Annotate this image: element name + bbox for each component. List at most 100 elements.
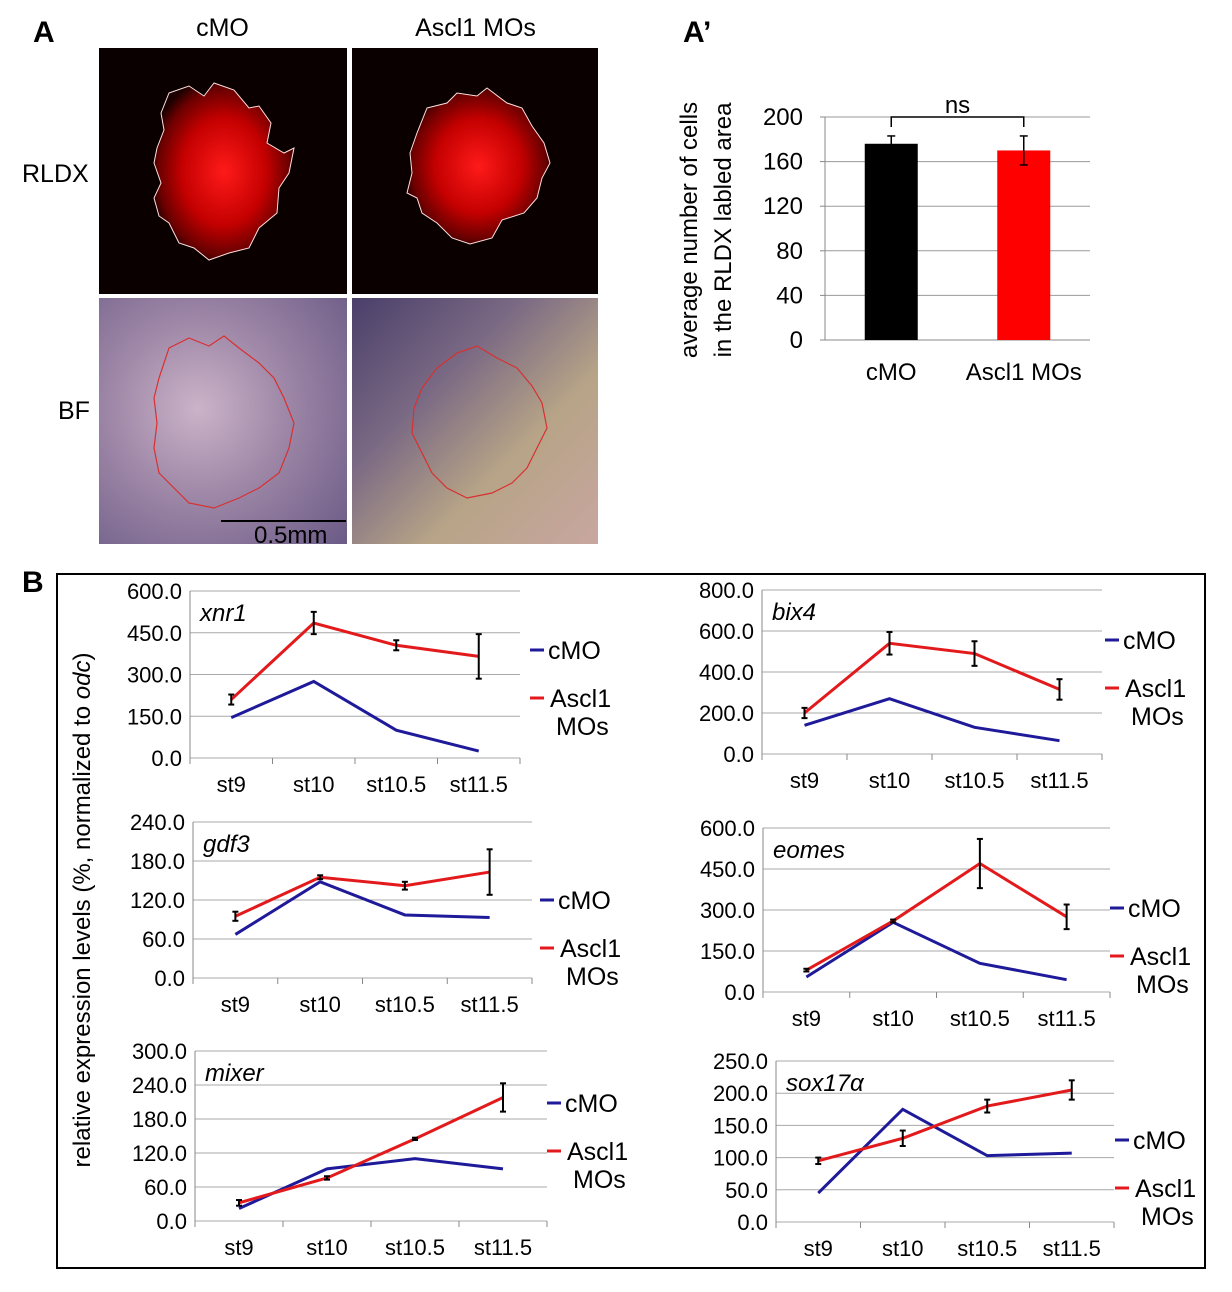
row-label-rldx: RLDX [22, 160, 89, 188]
xtick-label: st9 [790, 768, 819, 793]
ytick-label: 200.0 [713, 1081, 768, 1106]
bar-ascl1-mos [997, 150, 1051, 340]
scale-bar [221, 520, 346, 522]
xtick-label: st11.5 [460, 992, 518, 1017]
ytick-label: 0.0 [156, 1209, 187, 1234]
bar-chart-ytick-label: 0 [790, 327, 803, 354]
xtick-label: st10 [306, 1235, 348, 1260]
series-line-cmo [230, 679, 480, 753]
legend-label-mos: MOs [1136, 971, 1189, 999]
series-line-cmo [804, 697, 1060, 743]
ytick-label: 800.0 [699, 578, 754, 603]
gene-label: bix4 [772, 599, 816, 626]
legend-label-cmo: cMO [548, 637, 601, 665]
series-line-cmo [238, 1157, 504, 1210]
legend-label-ascl1: Ascl1 [1125, 675, 1186, 703]
ytick-label: 0.0 [724, 980, 755, 1005]
bar-chart-ytick-label: 160 [763, 149, 803, 176]
xtick-label: st9 [792, 1006, 821, 1031]
xtick-label: st11.5 [1037, 1006, 1095, 1031]
series-line-ascl1-mos [238, 1096, 504, 1205]
scale-bar-label: 0.5mm [254, 522, 328, 544]
legend-label-mos: MOs [1131, 703, 1184, 731]
legend-label-cmo: cMO [1123, 627, 1176, 655]
panel-b-y-axis-label-text: relative expression levels (%, normalize… [69, 653, 96, 1168]
xtick-label: st10.5 [945, 768, 1005, 793]
gene-label: mixer [205, 1060, 265, 1087]
xtick-label: st10.5 [366, 772, 426, 797]
panel-b-y-axis-label: relative expression levels (%, normalize… [69, 653, 96, 1168]
series-line-ascl1-mos [805, 861, 1068, 972]
legend-label-mos: MOs [1141, 1203, 1194, 1231]
xtick-label: st10.5 [375, 992, 435, 1017]
line-chart-eomes: 0.0 150.0 300.0 450.0 600.0 st9 st10 st10.5 st11… [700, 816, 1191, 1031]
legend-label-cmo: cMO [558, 887, 611, 915]
series-line-cmo [805, 920, 1067, 982]
legend-label-cmo: cMO [1128, 895, 1181, 923]
bar-chart-ytick-label: 40 [776, 282, 803, 309]
significance-bracket [890, 116, 1025, 127]
legend-label-mos: MOs [573, 1166, 626, 1194]
micrograph-rldx-ascl1 [352, 48, 598, 294]
ytick-label: 120.0 [132, 1141, 187, 1166]
series-line-ascl1-mos [817, 1088, 1073, 1163]
series-line-ascl1-mos [230, 621, 479, 701]
col-title-ascl1: Ascl1 MOs [415, 14, 536, 42]
ytick-label: 450.0 [127, 621, 182, 646]
bar-chart-ylabel-line: in the RLDX labled area [710, 102, 737, 357]
ytick-label: 300.0 [127, 663, 182, 688]
ytick-label: 120.0 [130, 888, 185, 913]
panel-label-a: A [33, 16, 55, 49]
line-chart-xnr1: 0.0 150.0 300.0 450.0 600.0 st9 st10 st10.5 st11… [127, 579, 611, 797]
ytick-label: 150.0 [713, 1113, 768, 1138]
legend-label-cmo: cMO [1133, 1127, 1186, 1155]
ytick-label: 300.0 [700, 898, 755, 923]
bar-chart-cell-count: average number of cells in the RLDX lable… [676, 92, 1090, 386]
ytick-label: 200.0 [699, 701, 754, 726]
xtick-label: st11.5 [1043, 1236, 1101, 1261]
xtick-label: st10 [882, 1236, 924, 1261]
ytick-label: 60.0 [142, 927, 185, 952]
line-chart-sox17a: 0.0 50.0 100.0 150.0 200.0 250.0 st9 st10 st10.5… [713, 1049, 1196, 1261]
gene-label: eomes [773, 837, 845, 864]
gene-label: gdf3 [203, 831, 250, 858]
legend-label-mos: MOs [566, 963, 619, 991]
row-label-bf: BF [58, 397, 90, 425]
series-line-ascl1-mos [803, 641, 1061, 715]
bar-chart-category-label: cMO [866, 359, 917, 386]
micrograph-bf-ascl1 [352, 298, 598, 544]
gene-label: xnr1 [199, 600, 247, 627]
legend-label-mos: MOs [556, 713, 609, 741]
series-line-ascl1-mos [234, 870, 490, 918]
xtick-label: st10.5 [950, 1006, 1010, 1031]
xtick-label: st9 [224, 1235, 253, 1260]
xtick-label: st10 [299, 992, 341, 1017]
xtick-label: st10 [293, 772, 335, 797]
col-title-cmo: cMO [196, 14, 249, 42]
line-chart-mixer: 0.0 60.0 120.0 180.0 240.0 300.0 st9 st10 st10.5… [132, 1039, 628, 1260]
series-line-cmo [234, 880, 490, 936]
ytick-label: 150.0 [127, 704, 182, 729]
bar-chart-ylabel-line: average number of cells [676, 102, 703, 358]
ytick-label: 250.0 [713, 1049, 768, 1074]
xtick-label: st10 [872, 1006, 914, 1031]
ytick-label: 600.0 [700, 816, 755, 841]
significance-label: ns [945, 92, 970, 119]
xtick-label: st10.5 [957, 1236, 1017, 1261]
bar-chart-ytick-label: 80 [776, 238, 803, 265]
ytick-label: 450.0 [700, 857, 755, 882]
xtick-label: st11.5 [450, 772, 508, 797]
xtick-label: st9 [804, 1236, 833, 1261]
xtick-label: st11.5 [474, 1235, 532, 1260]
legend-label-ascl1: Ascl1 [1135, 1175, 1196, 1203]
ytick-label: 0.0 [723, 742, 754, 767]
bar-chart-ytick-label: 200 [763, 104, 803, 131]
ytick-label: 180.0 [132, 1107, 187, 1132]
legend-label-ascl1: Ascl1 [1130, 943, 1191, 971]
xtick-label: st9 [221, 992, 250, 1017]
ytick-label: 600.0 [699, 619, 754, 644]
ytick-label: 50.0 [725, 1178, 768, 1203]
panel-label-a-prime: A’ [683, 16, 712, 49]
ytick-label: 240.0 [132, 1073, 187, 1098]
ytick-label: 150.0 [700, 939, 755, 964]
